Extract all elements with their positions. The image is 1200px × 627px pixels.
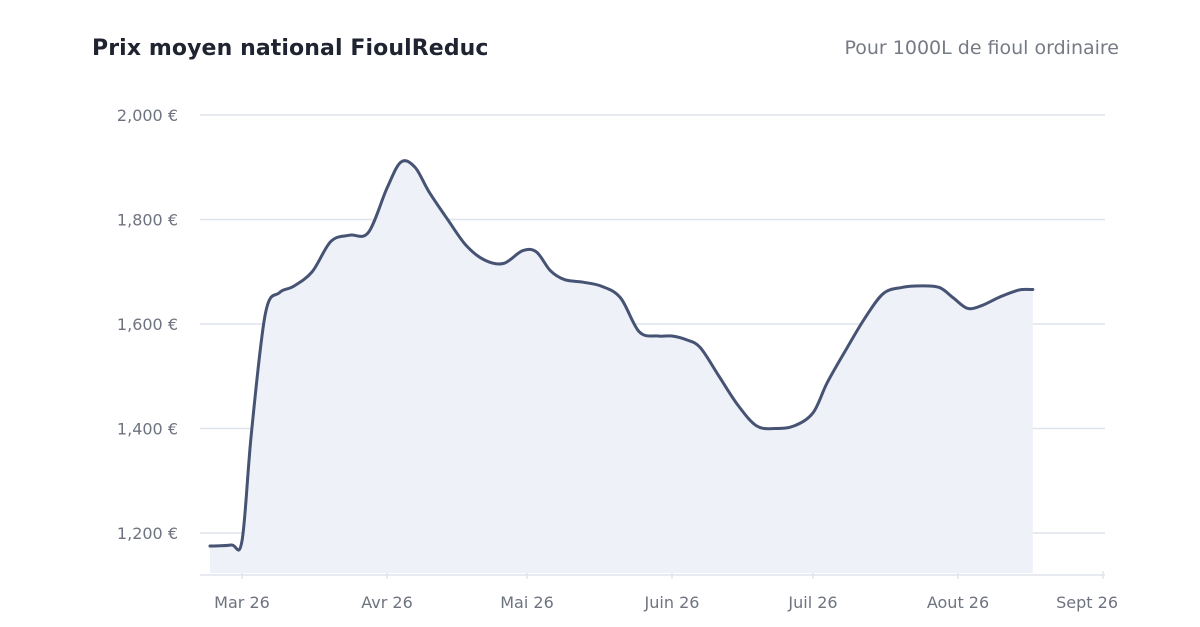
- data-point: [445, 217, 451, 223]
- data-point: [655, 333, 661, 339]
- data-point: [561, 277, 567, 283]
- data-point: [328, 238, 334, 244]
- price-series-line: [208, 159, 1035, 552]
- data-point: [547, 268, 553, 274]
- data-point: [978, 303, 984, 309]
- y-tick-label: 1,400 €: [117, 420, 178, 439]
- x-tick-label: Mar 26: [214, 593, 270, 612]
- data-point: [248, 431, 254, 437]
- data-point: [207, 543, 213, 549]
- x-tick-label: Avr 26: [361, 593, 413, 612]
- data-point: [1016, 287, 1022, 293]
- data-point: [716, 373, 722, 379]
- data-point: [964, 305, 970, 311]
- data-point: [810, 410, 816, 416]
- area-layer: [210, 160, 1033, 574]
- data-point: [309, 269, 315, 275]
- data-point: [384, 185, 390, 191]
- x-tick-label: Juin 26: [644, 593, 700, 612]
- data-point: [262, 311, 268, 317]
- x-tick-label: Aout 26: [927, 593, 989, 612]
- data-point: [861, 316, 867, 322]
- y-tick-label: 1,800 €: [117, 211, 178, 230]
- data-point: [239, 538, 245, 544]
- data-point: [880, 291, 886, 297]
- line-layer: [207, 159, 1036, 552]
- data-point: [580, 279, 586, 285]
- data-point: [950, 295, 956, 301]
- data-point: [669, 333, 675, 339]
- data-point: [412, 164, 418, 170]
- data-point: [618, 295, 624, 301]
- x-tick-label: Juil 26: [787, 593, 837, 612]
- y-tick-label: 1,200 €: [117, 524, 178, 543]
- data-point: [463, 243, 469, 249]
- data-point: [697, 345, 703, 351]
- data-point: [347, 232, 353, 238]
- chart-title: Prix moyen national FioulReduc: [92, 36, 489, 61]
- data-point: [772, 426, 778, 432]
- data-point: [482, 257, 488, 263]
- data-point: [276, 290, 282, 296]
- data-point: [599, 283, 605, 289]
- chart-header: Prix moyen national FioulReduc Pour 1000…: [0, 0, 1200, 90]
- data-point: [398, 159, 404, 165]
- y-tick-label: 1,600 €: [117, 315, 178, 334]
- x-axis: Mar 26 Avr 26 Mai 26 Juin 26 Juil 26 Aout 26 S…: [214, 593, 1118, 612]
- data-point: [519, 248, 525, 254]
- y-axis: 2,000 € 1,800 € 1,600 € 1,400 € 1,200 €: [117, 106, 178, 543]
- y-tick-label: 2,000 €: [117, 106, 178, 125]
- data-point: [791, 423, 797, 429]
- data-point: [228, 542, 234, 548]
- data-point: [918, 283, 924, 289]
- data-point: [997, 294, 1003, 300]
- data-point: [501, 260, 507, 266]
- price-area-fill: [210, 160, 1033, 574]
- x-tick-label: Sept 26: [1056, 593, 1118, 612]
- data-point: [683, 337, 689, 343]
- data-point: [843, 347, 849, 353]
- data-point: [533, 249, 539, 255]
- data-point: [936, 284, 942, 290]
- data-point: [824, 380, 830, 386]
- data-point: [899, 284, 905, 290]
- data-point: [1030, 287, 1036, 293]
- data-point: [365, 230, 371, 236]
- chart-subtitle: Pour 1000L de fioul ordinaire: [844, 37, 1119, 59]
- data-point: [735, 402, 741, 408]
- data-point: [636, 329, 642, 335]
- data-point: [754, 423, 760, 429]
- data-point: [426, 189, 432, 195]
- data-point: [290, 283, 296, 289]
- x-tick-label: Mai 26: [500, 593, 554, 612]
